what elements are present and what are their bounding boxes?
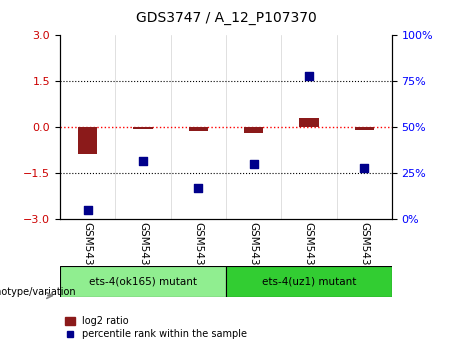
Text: genotype/variation: genotype/variation	[0, 287, 76, 297]
Text: GSM543591: GSM543591	[248, 222, 259, 285]
FancyBboxPatch shape	[226, 266, 392, 297]
Bar	[189, 127, 208, 131]
Text: GDS3747 / A_12_P107370: GDS3747 / A_12_P107370	[136, 11, 316, 25]
Point	[139, 158, 147, 164]
Bar	[133, 127, 153, 129]
Point	[195, 185, 202, 191]
Text: GSM543592: GSM543592	[138, 222, 148, 285]
Text: GSM543594: GSM543594	[193, 222, 203, 285]
Text: ets-4(uz1) mutant: ets-4(uz1) mutant	[262, 276, 356, 286]
Text: GSM543593: GSM543593	[304, 222, 314, 285]
Point	[84, 207, 91, 213]
Point	[361, 165, 368, 171]
Legend: log2 ratio, percentile rank within the sample: log2 ratio, percentile rank within the s…	[65, 316, 247, 339]
Bar	[244, 127, 263, 133]
Text: GSM543590: GSM543590	[83, 222, 93, 285]
Text: ets-4(ok165) mutant: ets-4(ok165) mutant	[89, 276, 197, 286]
Point	[305, 73, 313, 79]
Text: GSM543595: GSM543595	[359, 222, 369, 285]
FancyBboxPatch shape	[60, 266, 226, 297]
Bar	[355, 127, 374, 130]
Bar	[299, 118, 319, 127]
Bar	[78, 127, 97, 154]
Point	[250, 161, 257, 167]
